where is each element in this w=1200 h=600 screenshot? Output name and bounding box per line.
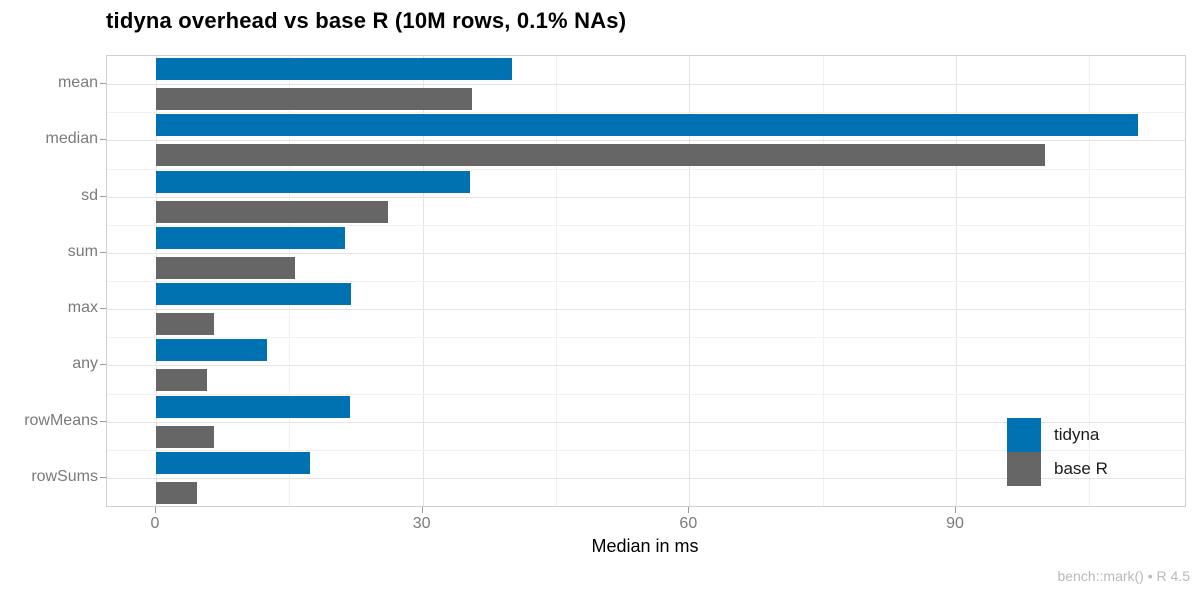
gridline-major-y-median [107,140,1185,142]
gridline-minor-y-2 [107,168,1185,170]
legend-label-base-R: base R [1054,459,1108,478]
bar-tidyna-max [155,283,351,306]
gridline-major-y-any [107,365,1185,367]
y-tick-max [100,308,106,310]
bar-tidyna-sum [155,226,346,249]
y-tick-sum [100,251,106,253]
bar-tidyna-any [155,339,268,362]
gridline-major-y-max [107,309,1185,311]
legend-label-tidyna: tidyna [1054,425,1100,444]
caption: bench::mark() • R 4.5 [1057,568,1190,584]
x-tick-60 [688,507,690,513]
y-tick-rowMeans [100,420,106,422]
bar-base-R-any [155,369,207,392]
y-axis-label-max: max [67,299,98,317]
y-axis-label-sum: sum [67,242,98,260]
y-tick-median [100,139,106,141]
gridline-major-y-sd [107,196,1185,198]
x-axis-title: Median in ms [591,536,699,556]
gridline-minor-y-4 [107,281,1185,282]
x-tick-0 [154,507,156,513]
bar-base-R-rowSums [155,481,197,504]
x-tick-30 [421,507,423,513]
y-tick-any [100,364,106,366]
legend: tidyna base R [1007,418,1108,486]
bar-tidyna-rowSums [155,451,310,474]
y-tick-sd [100,195,106,197]
y-axis-label-any: any [72,355,98,373]
legend-swatch-base-R [1007,452,1041,486]
bar-base-R-median [155,144,1045,167]
y-axis-label-rowSums: rowSums [31,467,98,485]
bar-base-R-sum [155,256,295,279]
y-axis-label-sd: sd [81,186,98,204]
gridline-major-y-sum [107,252,1185,254]
gridline-minor-y-3 [107,224,1185,226]
x-axis-label-0: 0 [150,515,160,532]
legend-item-tidyna: tidyna [1007,418,1108,452]
gridline-major-y-rowMeans [107,421,1185,423]
x-axis-label-90: 90 [946,515,964,532]
legend-swatch-tidyna [1007,418,1041,452]
x-tick-90 [955,507,957,513]
gridline-minor-y-5 [107,337,1185,339]
y-tick-mean [100,83,106,85]
gridline-minor-y-6 [107,393,1185,395]
gridline-major-y-rowSums [107,477,1185,479]
x-axis-label-30: 30 [412,515,431,532]
bar-tidyna-rowMeans [155,395,350,418]
y-axis-label-mean: mean [57,74,98,92]
gridline-major-y-mean [107,84,1185,86]
bar-base-R-sd [155,200,388,223]
bar-tidyna-median [155,114,1139,137]
x-axis-label-60: 60 [679,515,698,532]
bar-tidyna-mean [155,58,512,81]
gridline-minor-y-7 [107,449,1185,451]
bar-base-R-rowMeans [155,425,214,448]
y-tick-rowSums [100,476,106,478]
chart-title: tidyna overhead vs base R (10M rows, 0.1… [106,8,627,33]
plot-panel [106,55,1186,507]
bar-base-R-mean [155,88,473,111]
bar-base-R-max [155,313,214,336]
y-axis-label-median: median [45,130,98,148]
gridline-minor-y-1 [107,112,1185,114]
legend-item-base-R: base R [1007,452,1108,486]
bar-tidyna-sd [155,170,470,193]
y-axis-label-rowMeans: rowMeans [24,411,98,429]
